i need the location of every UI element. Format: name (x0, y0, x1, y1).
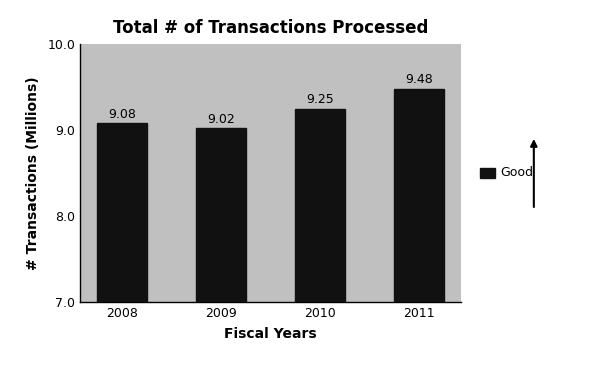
Bar (394, 89, 444, 368)
Text: 9.08: 9.08 (108, 107, 136, 121)
Text: 9.25: 9.25 (306, 93, 334, 106)
Text: 9.48: 9.48 (405, 73, 433, 86)
Title: Total # of Transactions Processed: Total # of Transactions Processed (113, 19, 428, 37)
Y-axis label: # Transactions (Millions): # Transactions (Millions) (26, 76, 40, 270)
Bar (295, 109, 345, 368)
Text: 9.02: 9.02 (207, 113, 235, 126)
Bar (196, 128, 246, 368)
Bar (97, 123, 147, 368)
Text: Good: Good (500, 166, 533, 180)
X-axis label: Fiscal Years: Fiscal Years (224, 326, 317, 340)
